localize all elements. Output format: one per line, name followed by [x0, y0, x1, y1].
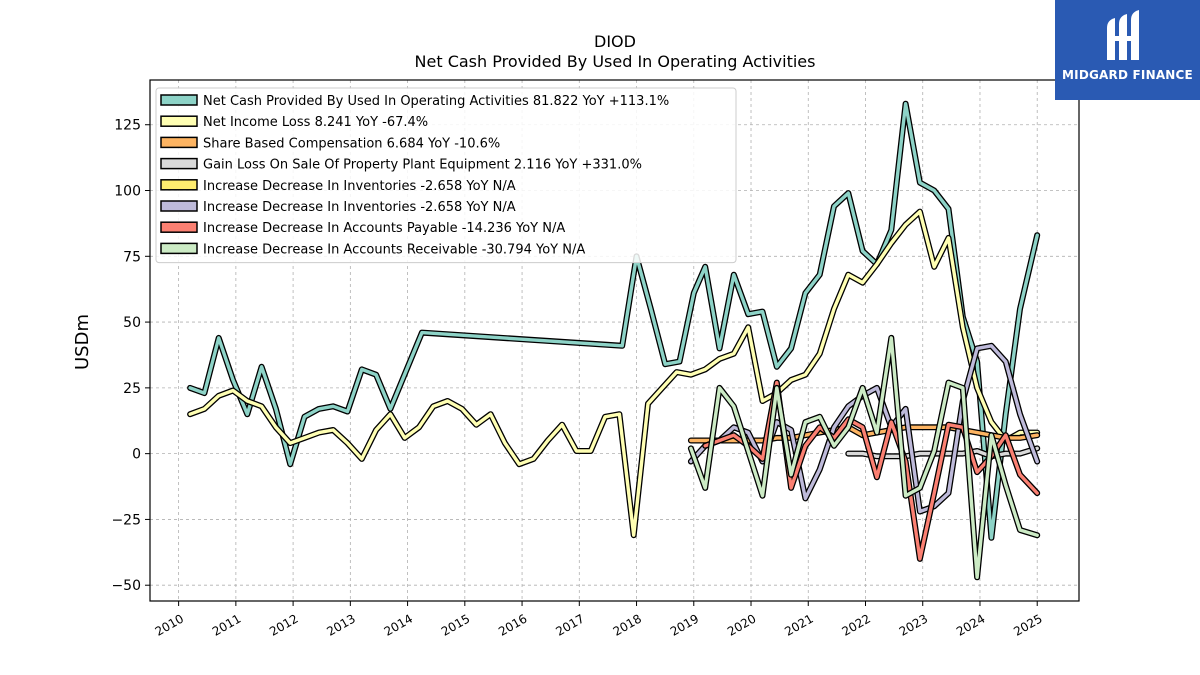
- series-path: [689, 336, 1039, 579]
- legend: Net Cash Provided By Used In Operating A…: [155, 87, 737, 264]
- legend-entry: Net Cash Provided By Used In Operating A…: [203, 94, 669, 109]
- x-tick-label: 2013: [324, 611, 357, 638]
- x-tick-label: 2020: [725, 611, 758, 638]
- legend-swatch: [160, 157, 198, 170]
- x-tick-label: 2018: [611, 611, 644, 638]
- legend-swatch: [160, 115, 198, 127]
- legend-entry: Gain Loss On Sale Of Property Plant Equi…: [203, 158, 642, 173]
- logo-text: MIDGARD FINANCE: [1062, 68, 1193, 82]
- y-tick-label: 25: [123, 381, 141, 397]
- series-line-6: [702, 379, 1041, 562]
- y-tick-label: 125: [114, 118, 141, 134]
- midgard-finance-logo: MIDGARD FINANCE: [1055, 0, 1200, 100]
- legend-swatch: [160, 179, 198, 191]
- series-line-1: [187, 208, 1041, 539]
- chart-subtitle: Net Cash Provided By Used In Operating A…: [415, 52, 816, 71]
- x-tick-label: 2016: [496, 611, 529, 638]
- x-tick-label: 2014: [382, 611, 415, 638]
- x-tick-label: 2012: [267, 611, 300, 638]
- legend-box: [155, 87, 737, 264]
- x-tick-label: 2024: [954, 611, 987, 638]
- x-tick-label: 2019: [668, 611, 701, 638]
- x-tick-label: 2015: [439, 611, 472, 638]
- legend-swatch: [160, 200, 198, 212]
- chart-title: DIOD: [594, 32, 636, 51]
- y-tick-label: 50: [123, 315, 141, 331]
- plot-frame: [149, 79, 1080, 602]
- legend-entry: Increase Decrease In Inventories -2.658 …: [203, 179, 516, 194]
- x-tick-label: 2010: [153, 611, 186, 638]
- legend-entry: Increase Decrease In Inventories -2.658 …: [203, 200, 516, 215]
- y-axis-label: USDm: [72, 314, 93, 370]
- series-path: [188, 209, 1039, 537]
- legend-swatch: [160, 94, 198, 106]
- y-tick-label: 0: [132, 447, 141, 463]
- legend-entry: Increase Decrease In Accounts Payable -1…: [203, 221, 565, 236]
- legend-entry: Net Income Loss 8.241 YoY -67.4%: [203, 115, 428, 130]
- x-tick-label: 2025: [1011, 611, 1044, 638]
- logo-mark-icon: [1107, 10, 1139, 60]
- legend-swatch: [160, 136, 198, 149]
- x-tick-label: 2017: [553, 611, 586, 638]
- legend-entry: Share Based Compensation 6.684 YoY -10.6…: [203, 136, 500, 151]
- y-tick-label: −25: [111, 512, 141, 528]
- x-tick-label: 2022: [840, 611, 873, 638]
- legend-entry: Increase Decrease In Accounts Receivable…: [203, 242, 585, 257]
- x-tick-label: 2011: [210, 611, 243, 638]
- y-tick-label: −50: [111, 578, 141, 594]
- series-lines: [187, 100, 1041, 581]
- x-tick-label: 2023: [897, 611, 930, 638]
- series-path: [703, 380, 1039, 561]
- y-tick-label: 100: [114, 184, 141, 200]
- y-tick-label: 75: [123, 249, 141, 265]
- series-line-7: [687, 334, 1041, 581]
- legend-swatch: [160, 242, 198, 255]
- x-tick-label: 2021: [782, 611, 815, 638]
- legend-swatch: [160, 221, 198, 233]
